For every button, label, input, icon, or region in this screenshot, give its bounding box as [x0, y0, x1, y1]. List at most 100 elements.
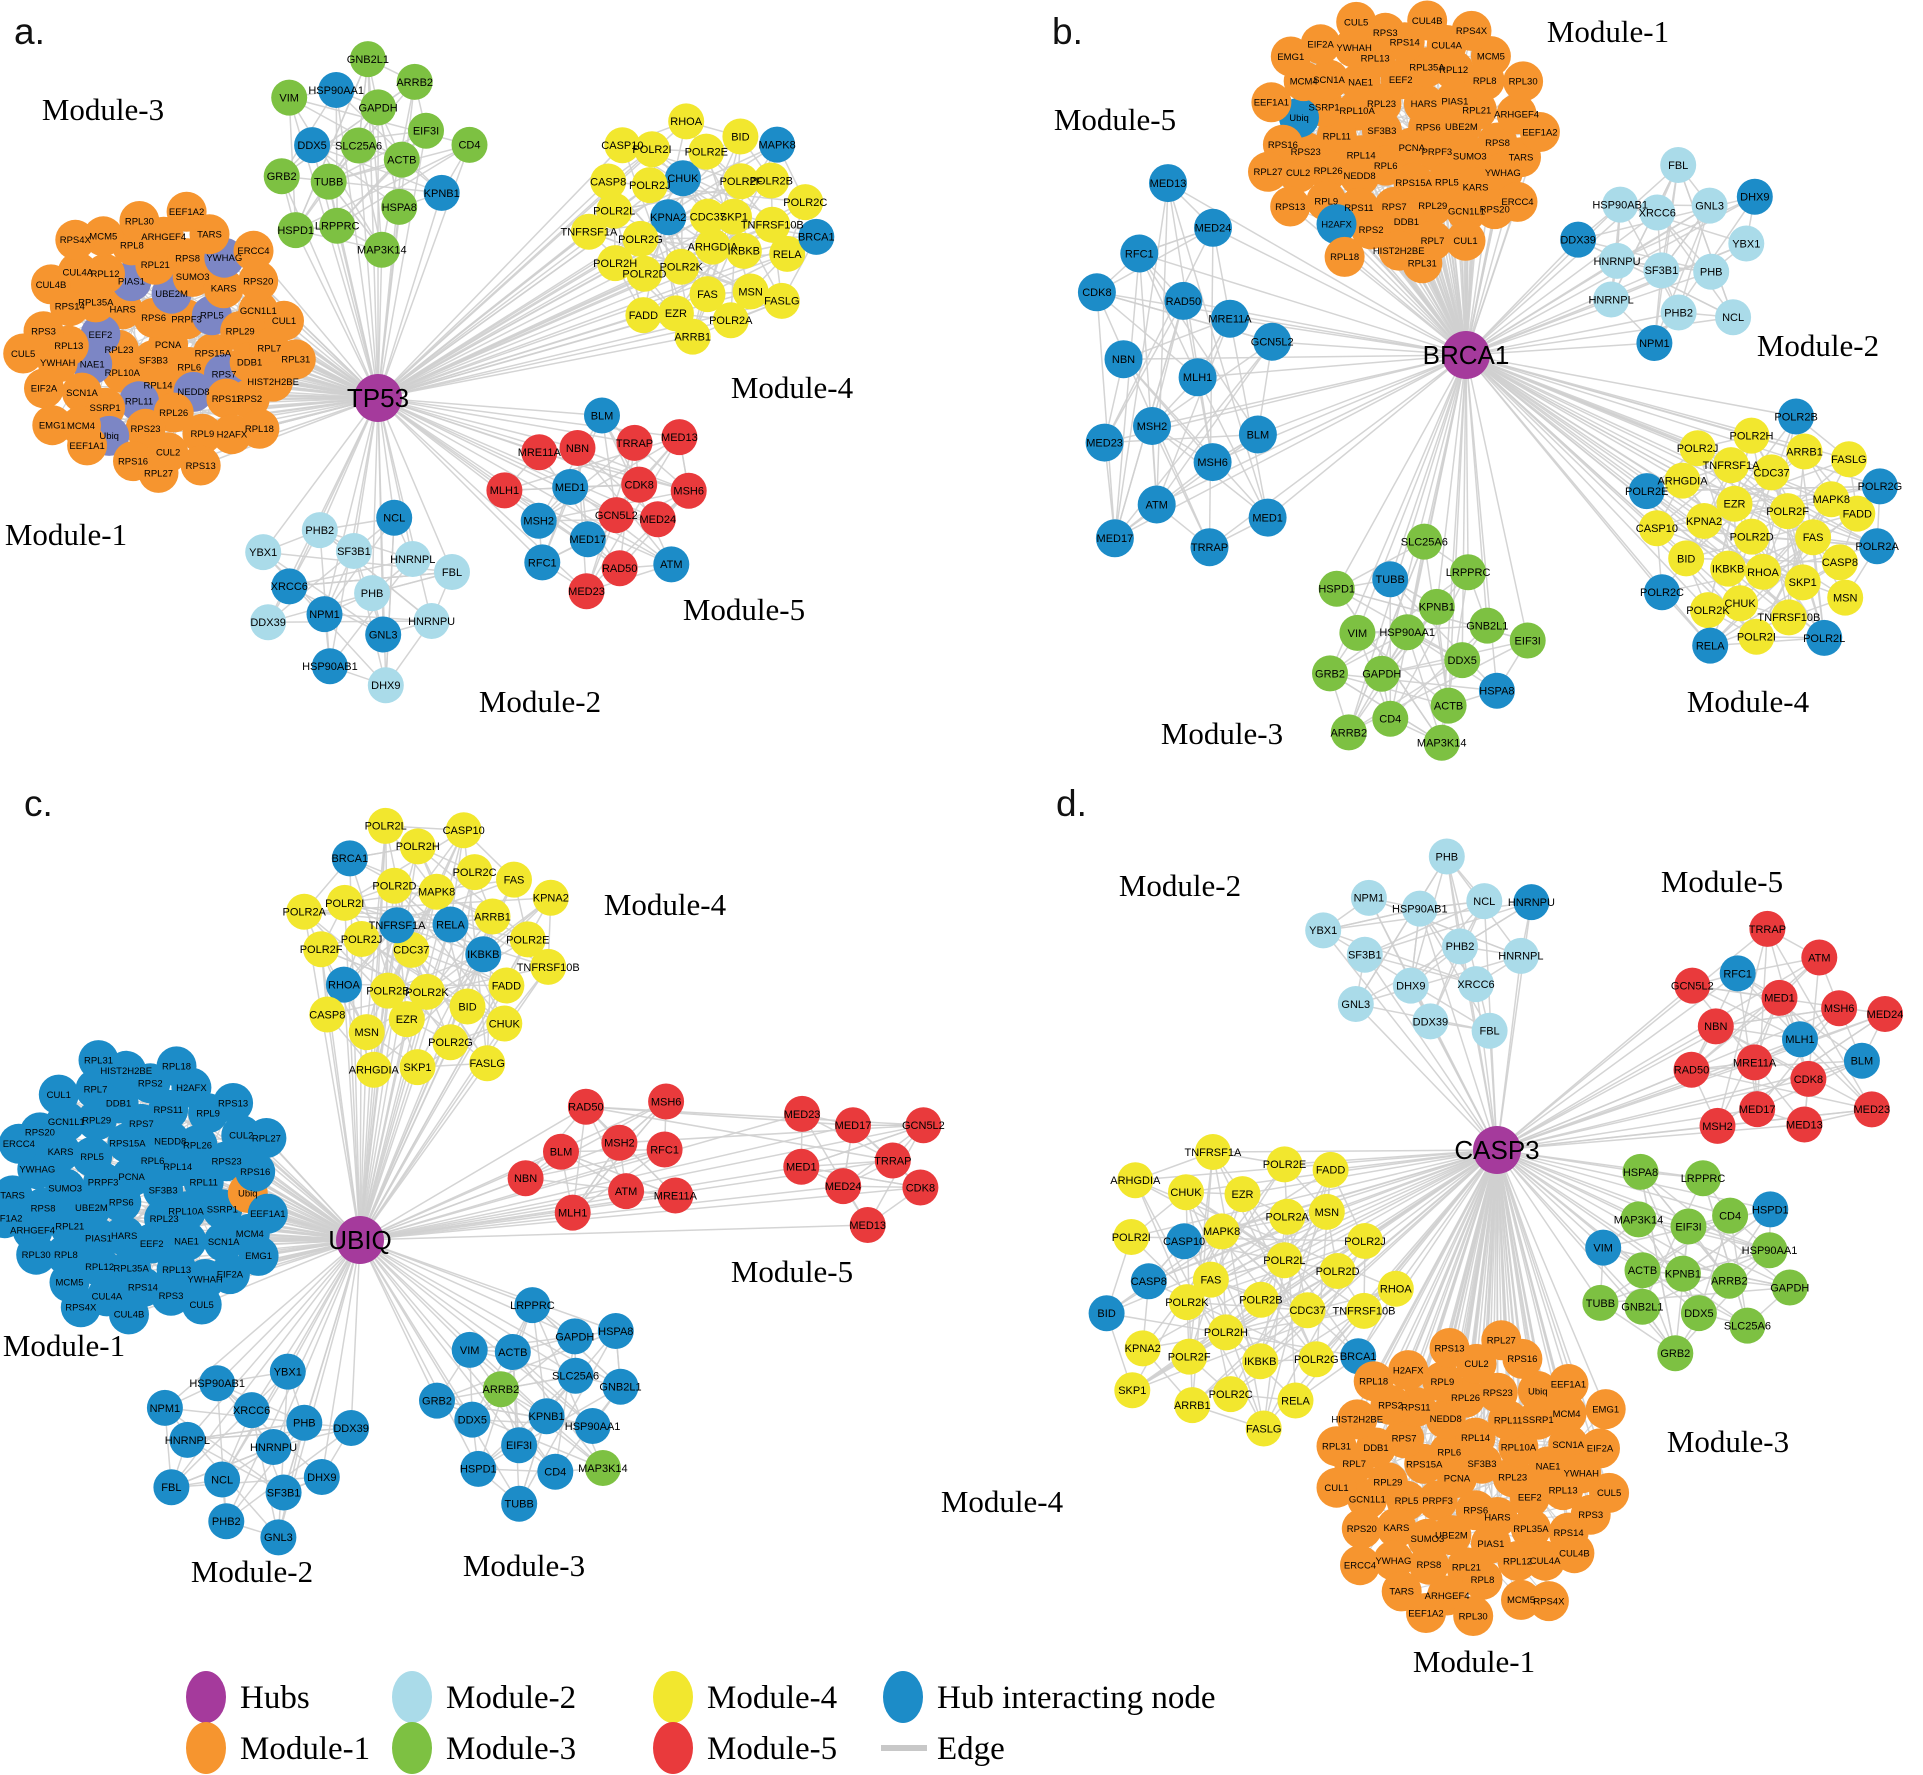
edge	[1496, 1078, 1809, 1151]
node-label-CUL1: CUL1	[272, 316, 296, 327]
node-RPS20	[1341, 1508, 1382, 1549]
node-label-POLR2B: POLR2B	[750, 175, 793, 187]
edge	[1103, 300, 1185, 443]
node-label-NPM1: NPM1	[1354, 893, 1385, 905]
node-label-MED23: MED23	[568, 586, 605, 598]
node-label-RPL31: RPL31	[84, 1055, 113, 1066]
edge	[1496, 1149, 1731, 1217]
edge	[1188, 1151, 1214, 1357]
node-label-RPS11: RPS11	[212, 394, 241, 405]
node-label-NAE1: NAE1	[1348, 78, 1373, 89]
node-HNRNPL	[1502, 937, 1539, 974]
node-GNL3	[1337, 986, 1374, 1022]
node-BID	[449, 988, 486, 1025]
node-MAP3K14	[584, 1450, 621, 1486]
node-label-BID: BID	[458, 1001, 476, 1013]
node-EIF2A	[1580, 1428, 1620, 1469]
node-label-HSP90AA1: HSP90AA1	[1379, 627, 1435, 639]
hub-node-TP53	[354, 374, 402, 422]
node-RPL35A	[1510, 1508, 1551, 1549]
node-YWHAG	[1373, 1540, 1414, 1581]
edge	[1465, 211, 1658, 356]
node-label-MSH2: MSH2	[1137, 421, 1168, 433]
node-label-ARHGDIA: ARHGDIA	[1110, 1175, 1161, 1187]
node-label-RPL27: RPL27	[1253, 167, 1282, 178]
node-BID	[1668, 540, 1705, 577]
node-label-RPS14: RPS14	[1390, 38, 1420, 49]
node-RPS4X	[1528, 1581, 1569, 1622]
node-DHX9	[1392, 967, 1429, 1004]
node-label-XRCC6: XRCC6	[271, 581, 308, 593]
edge	[367, 59, 383, 250]
node-POLR2J	[343, 921, 380, 957]
node-POLR2H	[597, 245, 634, 282]
node-GRB2	[263, 158, 300, 195]
node-label-RPL31: RPL31	[281, 355, 310, 366]
node-label-CASP8: CASP8	[1822, 557, 1858, 569]
node-label-GNB2L1: GNB2L1	[599, 1382, 641, 1394]
node-label-GRB2: GRB2	[1315, 668, 1345, 680]
edge	[525, 1148, 665, 1179]
node-label-MSH2: MSH2	[1702, 1121, 1733, 1133]
node-label-DHX9: DHX9	[1396, 981, 1425, 993]
node-label-SLC25A6: SLC25A6	[1724, 1320, 1771, 1332]
node-MAP3K14	[1423, 724, 1460, 761]
node-label-NAE1: NAE1	[1536, 1462, 1561, 1473]
module-title: Module-3	[463, 1548, 585, 1583]
node-ATM	[608, 1173, 645, 1210]
node-label-CUL4B: CUL4B	[36, 280, 67, 291]
node-LRPPRC	[1450, 554, 1487, 591]
node-label-PRPF3: PRPF3	[1422, 1496, 1453, 1507]
edge	[1737, 972, 1863, 1062]
node-label-RPS4X: RPS4X	[1533, 1596, 1565, 1607]
node-POLR2A	[1269, 1198, 1306, 1235]
edge	[359, 1185, 844, 1241]
node-label-RPS11: RPS11	[1344, 203, 1373, 214]
node-SLC25A6	[557, 1357, 594, 1394]
node-label-RPS2: RPS2	[138, 1079, 163, 1090]
node-EMG1	[1585, 1389, 1626, 1430]
node-SKP1	[399, 1049, 436, 1086]
node-label-RPS20: RPS20	[243, 276, 273, 287]
edge	[1465, 354, 1858, 515]
node-label-GAPDH: GAPDH	[1362, 669, 1401, 681]
node-EIF3I	[501, 1427, 538, 1464]
node-SKP1	[1114, 1372, 1151, 1409]
node-label-HNRNPL: HNRNPL	[165, 1435, 210, 1447]
edge	[1348, 659, 1463, 734]
node-label-RPS15A: RPS15A	[109, 1138, 146, 1149]
node-label-HSPA8: HSPA8	[1479, 686, 1514, 698]
node-label-RPL18: RPL18	[162, 1062, 191, 1073]
edge	[377, 397, 505, 492]
node-MLH1	[1178, 358, 1217, 397]
node-label-ACTB: ACTB	[387, 154, 416, 166]
node-CUL4B	[1554, 1533, 1595, 1574]
node-VIM	[451, 1331, 488, 1368]
node-label-EMG1: EMG1	[245, 1251, 272, 1262]
edge	[1599, 1214, 1731, 1304]
node-PHB	[286, 1404, 323, 1441]
node-label-RPL30: RPL30	[1509, 77, 1538, 88]
node-label-FBL: FBL	[1480, 1026, 1500, 1038]
node-label-DDX39: DDX39	[1560, 235, 1595, 247]
node-FASLG	[1830, 441, 1867, 478]
node-label-MSH6: MSH6	[651, 1096, 682, 1108]
node-label-CUL4B: CUL4B	[1559, 1549, 1590, 1560]
node-POLR2I	[326, 884, 363, 921]
node-label-POLR2G: POLR2G	[1294, 1354, 1339, 1366]
node-label-POLR2L: POLR2L	[1263, 1255, 1305, 1267]
node-label-RPS6: RPS6	[1463, 1506, 1488, 1517]
node-label-RPL6: RPL6	[1374, 161, 1398, 172]
node-label-POLR2K: POLR2K	[1165, 1297, 1209, 1309]
module-title: Module-3	[1161, 716, 1283, 751]
node-label-GCN1L1: GCN1L1	[1349, 1494, 1386, 1505]
node-label-TNFRSF1A: TNFRSF1A	[1703, 460, 1761, 472]
panel-letter: d.	[1056, 783, 1087, 824]
node-RFC1	[1120, 234, 1159, 273]
node-label-BRCA1: BRCA1	[331, 853, 368, 865]
node-HNRNPL	[394, 541, 431, 577]
node-label-RPL11: RPL11	[1323, 131, 1351, 142]
node-label-RFC1: RFC1	[650, 1144, 679, 1156]
legend-swatch-module-4	[653, 1671, 693, 1723]
edge	[377, 144, 623, 399]
